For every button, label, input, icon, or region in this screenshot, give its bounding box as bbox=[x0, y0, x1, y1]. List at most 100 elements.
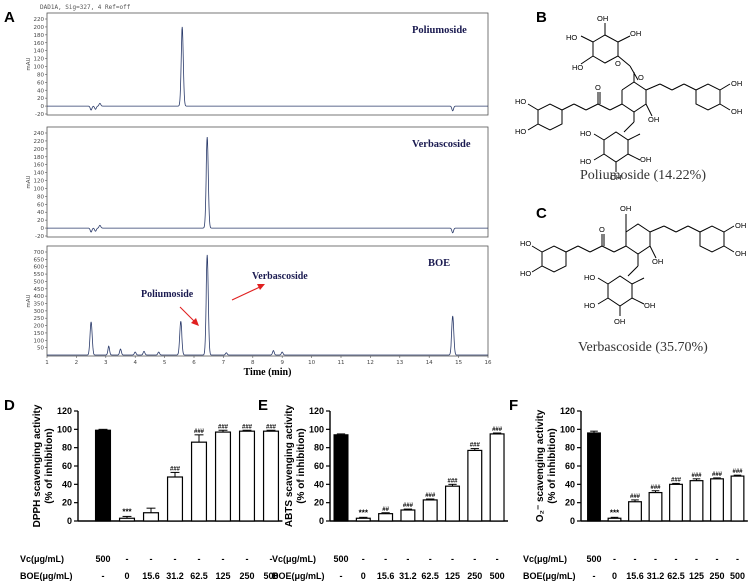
bar bbox=[730, 475, 745, 522]
x-axis-title: Time (min) bbox=[244, 367, 292, 378]
bond bbox=[627, 133, 641, 141]
row-value-vc: 500 bbox=[95, 554, 110, 564]
annotation-poliumoside: Poliumoside bbox=[141, 289, 194, 300]
y-tick-label: 40 bbox=[37, 88, 44, 94]
y-tick-label: 180 bbox=[34, 155, 45, 161]
atom-oh: OH bbox=[731, 107, 742, 116]
y-tick-label: 60 bbox=[314, 461, 324, 471]
significance-label: ### bbox=[732, 469, 743, 475]
bar bbox=[607, 517, 622, 522]
y-tick-label: 100 bbox=[34, 186, 45, 192]
arrow-line bbox=[231, 285, 263, 301]
x-tick-label: 1 bbox=[45, 360, 49, 366]
bond bbox=[597, 103, 611, 111]
bond bbox=[585, 103, 599, 111]
bar bbox=[166, 476, 184, 522]
significance-label: ### bbox=[194, 429, 205, 435]
atom-oh: OH bbox=[731, 79, 742, 88]
atom-ho: HO bbox=[520, 269, 531, 278]
y-tick-label: 120 bbox=[309, 406, 324, 416]
atom-oh: OH bbox=[652, 257, 663, 266]
bond bbox=[627, 265, 639, 277]
bond bbox=[675, 225, 689, 233]
y-axis-label: mAU bbox=[26, 175, 32, 188]
atom-oh: OH bbox=[735, 221, 746, 230]
significance-label: ### bbox=[242, 424, 253, 430]
chromatogram-trace bbox=[47, 26, 488, 112]
panel-label-a: A bbox=[4, 9, 15, 26]
y-tick-label: 200 bbox=[34, 324, 45, 330]
bar bbox=[400, 509, 416, 522]
bond bbox=[577, 245, 591, 253]
x-tick-label: 6 bbox=[192, 360, 196, 366]
y-tick-label: 80 bbox=[314, 443, 324, 453]
row-value-vc: - bbox=[174, 554, 177, 564]
bond bbox=[645, 103, 653, 117]
y-axis-label: O₂⁻ scavenging activity(% of inhibition) bbox=[535, 409, 558, 522]
row-value-vc: - bbox=[613, 554, 616, 564]
x-tick-label: 14 bbox=[426, 360, 433, 366]
y-tick-label: 150 bbox=[34, 331, 45, 337]
y-tick-label: 80 bbox=[62, 443, 72, 453]
x-tick-label: 2 bbox=[75, 360, 79, 366]
verbascoside-structure bbox=[531, 214, 735, 316]
significance-label: ### bbox=[691, 473, 702, 479]
row-value-boe: - bbox=[340, 571, 343, 581]
bond bbox=[601, 245, 615, 253]
atom-oh: OH bbox=[735, 249, 746, 258]
row-value-vc: - bbox=[150, 554, 153, 564]
y-tick-label: 0 bbox=[41, 226, 45, 232]
bar bbox=[422, 499, 438, 522]
y-tick-label: 220 bbox=[34, 139, 45, 145]
x-tick-label: 4 bbox=[133, 360, 137, 366]
y-axis-label: DPPH scavenging activity(% of inhibition… bbox=[32, 404, 55, 527]
bar bbox=[444, 485, 461, 522]
bond bbox=[527, 123, 539, 131]
bond bbox=[593, 153, 605, 161]
bond bbox=[663, 225, 677, 233]
row-label-vc: Vc(μg/mL) bbox=[272, 554, 316, 564]
bond bbox=[607, 275, 633, 307]
atom-ho: HO bbox=[584, 301, 595, 310]
bond bbox=[609, 103, 623, 111]
bond bbox=[625, 223, 651, 255]
row-value-vc: 500 bbox=[333, 554, 348, 564]
arrow-head bbox=[257, 284, 265, 290]
significance-label: ### bbox=[630, 494, 641, 500]
row-value-vc: - bbox=[222, 554, 225, 564]
bond bbox=[603, 131, 629, 163]
row-value-boe: 62.5 bbox=[190, 571, 208, 581]
y-tick-label: 0 bbox=[570, 516, 575, 526]
row-value-boe: 15.6 bbox=[142, 571, 160, 581]
row-value-boe: 31.2 bbox=[647, 571, 665, 581]
bond bbox=[597, 297, 609, 305]
row-value-boe: 15.6 bbox=[626, 571, 644, 581]
atom-o: O bbox=[638, 73, 644, 82]
panel-label-d: D bbox=[4, 397, 15, 414]
y-tick-label: 100 bbox=[560, 424, 575, 434]
bar bbox=[628, 501, 642, 522]
bond bbox=[649, 225, 665, 233]
row-value-boe: 125 bbox=[445, 571, 460, 581]
significance-label: ### bbox=[470, 443, 481, 449]
x-tick-label: 16 bbox=[485, 360, 492, 366]
row-value-vc: - bbox=[406, 554, 409, 564]
bond bbox=[573, 103, 587, 111]
y-tick-label: 120 bbox=[57, 406, 72, 416]
bar bbox=[262, 430, 280, 522]
row-label-boe: BOE(μg/mL) bbox=[20, 571, 73, 581]
row-value-vc: - bbox=[654, 554, 657, 564]
atom-oh: OH bbox=[610, 173, 621, 182]
bar bbox=[214, 431, 232, 522]
y-tick-label: 450 bbox=[34, 287, 45, 293]
verbascoside-caption: Verbascoside (35.70%) bbox=[578, 340, 708, 355]
y-tick-label: 60 bbox=[37, 80, 44, 86]
significance-label: *** bbox=[122, 507, 132, 516]
atom-oh: OH bbox=[620, 204, 631, 213]
x-tick-label: 3 bbox=[104, 360, 108, 366]
row-value-vc: - bbox=[695, 554, 698, 564]
row-value-boe: 500 bbox=[730, 571, 745, 581]
